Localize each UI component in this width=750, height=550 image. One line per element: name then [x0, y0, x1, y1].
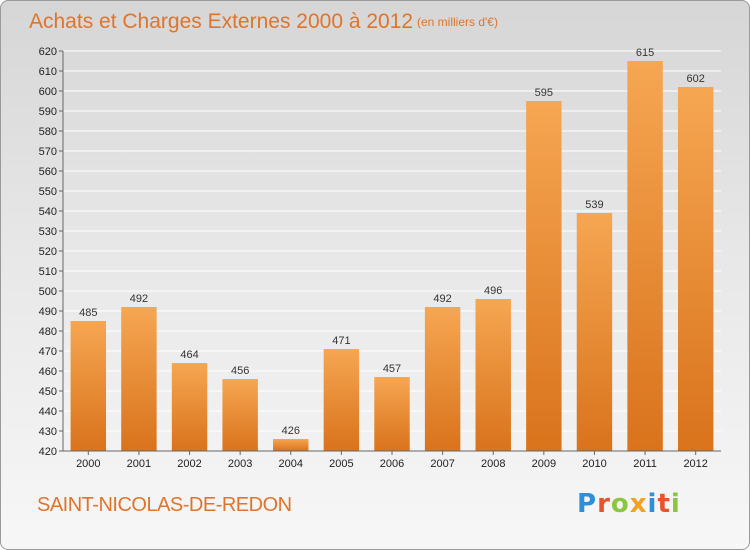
- bar: [576, 213, 613, 451]
- x-tick-label: 2010: [582, 458, 606, 470]
- bar: [627, 61, 663, 451]
- y-tick-label: 520: [39, 246, 57, 258]
- logo-letter: o: [610, 489, 630, 519]
- data-label: 457: [383, 363, 401, 375]
- x-tick-label: 2005: [329, 458, 353, 470]
- y-tick-label: 590: [39, 106, 57, 118]
- logo-letter: P: [577, 489, 598, 519]
- data-label: 539: [585, 199, 603, 211]
- y-tick-label: 440: [39, 406, 57, 418]
- logo-letter: i: [647, 489, 658, 519]
- y-tick-label: 610: [39, 66, 57, 78]
- x-tick-label: 2006: [380, 458, 404, 470]
- y-tick-label: 460: [39, 366, 57, 378]
- y-tick-label: 480: [39, 326, 57, 338]
- y-tick-label: 580: [39, 126, 57, 138]
- bar: [222, 379, 258, 451]
- bar: [273, 439, 309, 451]
- data-label: 464: [180, 349, 198, 361]
- bar-layer: 485 492 464 456 426 471 457 492 496 595 539 615 602: [70, 47, 714, 451]
- data-label: 602: [687, 73, 705, 85]
- grid-layer: [63, 50, 721, 452]
- x-tick-label: 2007: [430, 458, 454, 470]
- x-tick-label: 2001: [127, 458, 151, 470]
- x-tick-label: 2012: [683, 458, 707, 470]
- data-label: 471: [332, 335, 350, 347]
- x-tick-label: 2009: [532, 458, 556, 470]
- y-tick-label: 600: [39, 86, 57, 98]
- bar: [526, 101, 562, 451]
- data-label: 496: [484, 285, 502, 297]
- data-label: 456: [231, 365, 249, 377]
- x-tick-label: 2008: [481, 458, 505, 470]
- x-tick-label: 2003: [228, 458, 252, 470]
- x-tick-label: 2002: [177, 458, 201, 470]
- bar: [121, 307, 157, 451]
- logo-letter: x: [629, 489, 648, 519]
- bar: [374, 377, 410, 451]
- y-tick-label: 450: [39, 386, 57, 398]
- data-label: 615: [636, 47, 654, 59]
- logo-letter: i: [670, 489, 681, 519]
- y-tick-label: 530: [39, 226, 57, 238]
- data-label: 595: [535, 87, 553, 99]
- data-label: 492: [433, 293, 451, 305]
- y-tick-label: 620: [39, 46, 57, 58]
- y-tick-label: 510: [39, 266, 57, 278]
- bar: [70, 321, 107, 451]
- y-tick-label: 420: [39, 446, 57, 458]
- logo-letter: t: [657, 489, 671, 519]
- bar: [424, 307, 461, 451]
- bar: [475, 299, 511, 451]
- chart-title: Achats et Charges Externes 2000 à 2012: [29, 10, 413, 33]
- logo-letter: r: [597, 489, 611, 519]
- x-tick-label: 2011: [633, 458, 657, 470]
- y-tick-label: 490: [39, 306, 57, 318]
- data-label: 485: [79, 307, 97, 319]
- axis-layer: 420 430 440 450 460 470 480 490 500 510 520 530 540 5…: [39, 46, 721, 470]
- x-tick-label: 2004: [279, 458, 303, 470]
- bar: [323, 349, 360, 451]
- y-tick-label: 430: [39, 426, 57, 438]
- x-tick-label: 2000: [76, 458, 100, 470]
- city-name: SAINT-NICOLAS-DE-REDON: [37, 494, 292, 516]
- y-tick-label: 540: [39, 206, 57, 218]
- y-tick-label: 500: [39, 286, 57, 298]
- chart-subtitle: (en milliers d'€): [417, 15, 498, 29]
- y-tick-label: 570: [39, 146, 57, 158]
- data-label: 426: [282, 425, 300, 437]
- bar: [677, 87, 714, 451]
- y-tick-label: 470: [39, 346, 57, 358]
- y-tick-label: 550: [39, 186, 57, 198]
- y-tick-label: 560: [39, 166, 57, 178]
- bar: [171, 363, 208, 451]
- proxiti-logo: Proxiti: [577, 489, 681, 519]
- data-label: 492: [130, 293, 148, 305]
